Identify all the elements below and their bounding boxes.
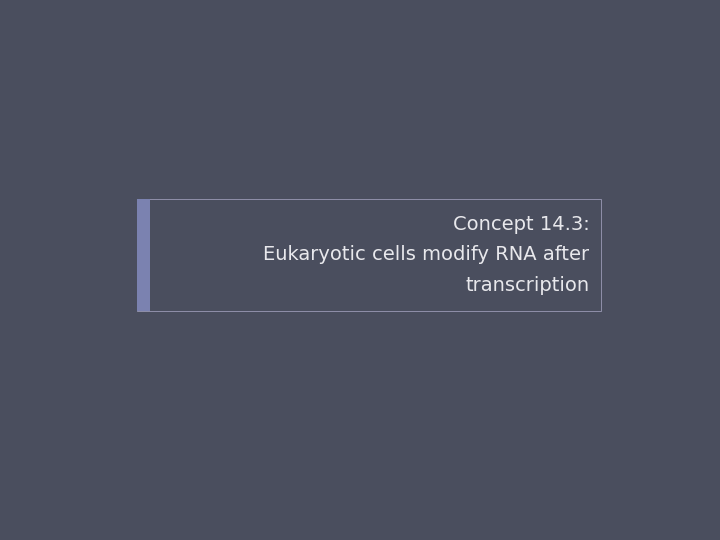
Text: Concept 14.3:: Concept 14.3: xyxy=(453,215,590,234)
Text: transcription: transcription xyxy=(465,276,590,295)
Text: Eukaryotic cells modify RNA after: Eukaryotic cells modify RNA after xyxy=(264,245,590,264)
FancyBboxPatch shape xyxy=(138,199,600,312)
Bar xyxy=(138,199,150,312)
